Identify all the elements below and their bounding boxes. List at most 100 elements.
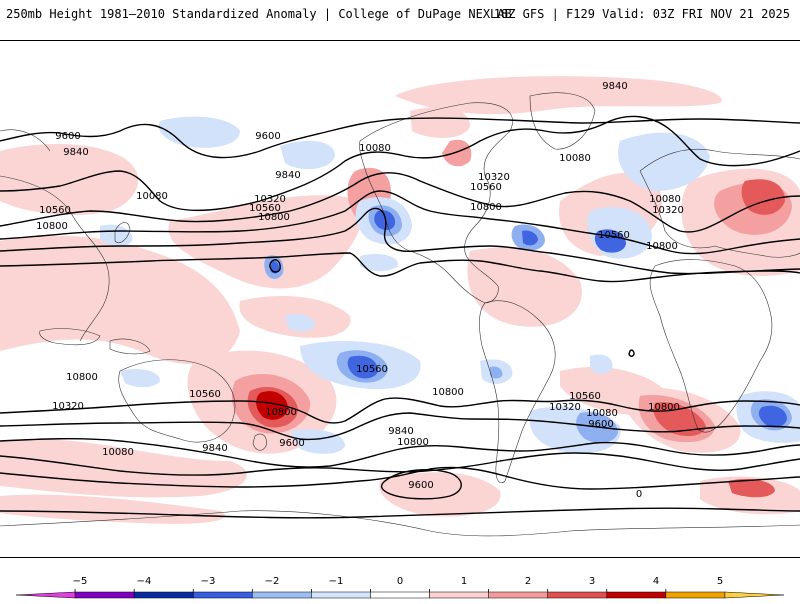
anomaly-neg-gulf-alaska [280, 140, 335, 170]
anomaly-neg-africa [590, 354, 613, 374]
contour-10800-south [0, 397, 800, 424]
anomaly-neg-sa-east-2 [490, 366, 503, 379]
anomaly-pos-southpac-4 [256, 391, 288, 420]
contour-label: 10320 [52, 401, 84, 412]
contour-label: 10080 [359, 143, 391, 154]
anomaly-pos-antarctic [379, 472, 501, 517]
anomaly-pos-westpac [0, 235, 240, 365]
header: 250mb Height 1981–2010 Standardized Anom… [0, 0, 800, 30]
colorbar-tick-label: 4 [653, 576, 659, 587]
colorbar-segment [133, 591, 194, 599]
contour-label: 10800 [432, 387, 464, 398]
anomaly-neg-indianoc-east-3 [758, 405, 787, 428]
colorbar-segments [15, 589, 785, 599]
contour-label: 9840 [202, 443, 227, 454]
anomaly-neg-subtrop-pac [360, 254, 399, 272]
contour-label: 10560 [249, 203, 281, 214]
anomaly-pos-nwpac [0, 144, 139, 216]
colorbar-segment [15, 591, 76, 599]
colorbar-segment [606, 591, 667, 599]
colorbar-svg: −5 −4 −3 −2 −1 0 1 2 3 4 5 [15, 576, 785, 599]
colorbar-tick-label: 1 [461, 576, 467, 587]
contour-label: 10320 [652, 205, 684, 216]
contour-label: 10320 [254, 194, 286, 205]
map-title: 250mb Height 1981–2010 Standardized Anom… [6, 7, 512, 21]
colorbar-segment [311, 591, 371, 599]
contour-label: 10560 [356, 364, 388, 375]
contour-label: 10560 [189, 389, 221, 400]
contour-label: 9600 [408, 480, 433, 491]
contour-label: 10800 [66, 372, 98, 383]
contour-9600-south [0, 507, 800, 519]
contour-label: 9840 [275, 170, 300, 181]
contour-label: 0 [636, 489, 642, 500]
colorbar-tick-label: 5 [717, 576, 723, 587]
contour-10800-north [0, 252, 800, 283]
contour-label: 10560 [39, 205, 71, 216]
contour-label: 10080 [102, 447, 134, 458]
contour-label: 9840 [63, 147, 88, 158]
colorbar-segment [252, 591, 312, 599]
colorbar-segment [192, 591, 253, 599]
anomaly-pos-arctic-2 [410, 107, 470, 138]
coastline-australia [118, 359, 236, 443]
anomaly-neg-aleutian [158, 116, 240, 148]
contour-label: 9600 [588, 419, 613, 430]
contour-label: 10800 [646, 241, 678, 252]
contour-9840-south [0, 466, 800, 490]
colorbar-tick-label: −2 [265, 576, 280, 587]
contour-label: 10800 [470, 202, 502, 213]
colorbar-tick-label: −5 [73, 576, 88, 587]
anomaly-neg-southpac-mid-3 [347, 355, 378, 379]
contour-label: 10800 [36, 221, 68, 232]
coastlines [0, 92, 800, 537]
coastline-japan [114, 222, 131, 243]
coastline-greenland [529, 92, 596, 150]
contour-labels: 9840 9600 9840 9600 9840 10080 10560 108… [36, 81, 684, 500]
contour-label: 9600 [255, 131, 280, 142]
anomaly-pos-sth-pac-band [0, 438, 247, 498]
contour-label: 10320 [549, 402, 581, 413]
colorbar-segment [488, 591, 548, 599]
anomaly-pos-eastcoast [442, 139, 472, 167]
contour-label: 9600 [55, 131, 80, 142]
anomaly-neg-antarctic-1 [290, 429, 345, 454]
anomaly-map: 9840 9600 9840 9600 9840 10080 10560 108… [0, 40, 800, 558]
anomaly-pos-atlantic [467, 247, 582, 327]
model-run-info: 18Z GFS | F129 Valid: 03Z FRI NOV 21 202… [493, 7, 790, 21]
contour-label: 10080 [559, 153, 591, 164]
colorbar-segment [665, 591, 726, 599]
contour-label: 9600 [279, 438, 304, 449]
colorbar-segment [74, 591, 135, 599]
contour-9600-low [380, 469, 462, 500]
coastline-africa [649, 259, 773, 433]
coastline-indonesia [39, 328, 151, 355]
anomaly-neg-nz [120, 369, 160, 388]
anomaly-neg-equator-pac [285, 314, 315, 332]
colorbar-segment [370, 591, 430, 599]
contour-label: 10080 [136, 191, 168, 202]
contour-label: 10320 [478, 172, 510, 183]
contour-label: 10800 [258, 212, 290, 223]
coastline-asia-east [0, 129, 110, 342]
anomaly-pos-antarctic-4 [728, 479, 775, 498]
contour-10560-north [0, 207, 800, 275]
anomaly-pos-arctic [395, 76, 722, 115]
coastline-new-zealand [252, 433, 267, 451]
contour-label: 10080 [649, 194, 681, 205]
contour-9840-north [0, 115, 800, 212]
colorbar-tick-label: −3 [201, 576, 216, 587]
height-contours [0, 115, 800, 519]
contour-ring-0 [628, 349, 635, 357]
colorbar-segment [724, 591, 785, 599]
anomaly-pos-antarctic-2 [0, 494, 226, 524]
map-svg: 9840 9600 9840 9600 9840 10080 10560 108… [0, 76, 800, 537]
contour-label: 10800 [397, 437, 429, 448]
contour-label: 10560 [470, 182, 502, 193]
colorbar-tick-label: 0 [397, 576, 403, 587]
colorbar: −5 −4 −3 −2 −1 0 1 2 3 4 5 [0, 560, 800, 600]
contour-label: 9840 [388, 426, 413, 437]
contour-label: 10080 [586, 408, 618, 419]
contour-label: 10560 [598, 230, 630, 241]
contour-label: 9840 [602, 81, 627, 92]
